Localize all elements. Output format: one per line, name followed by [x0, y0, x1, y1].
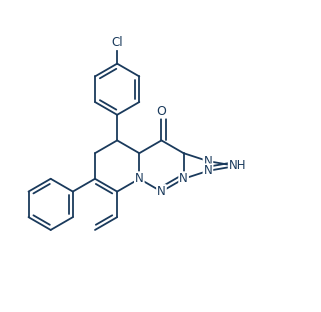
Text: N: N	[157, 185, 166, 198]
Text: N: N	[135, 172, 144, 185]
Text: NH: NH	[229, 159, 246, 173]
Text: N: N	[204, 155, 212, 168]
Text: N: N	[204, 164, 212, 177]
Text: N: N	[179, 172, 188, 185]
Text: Cl: Cl	[111, 36, 123, 49]
Text: O: O	[157, 105, 166, 118]
